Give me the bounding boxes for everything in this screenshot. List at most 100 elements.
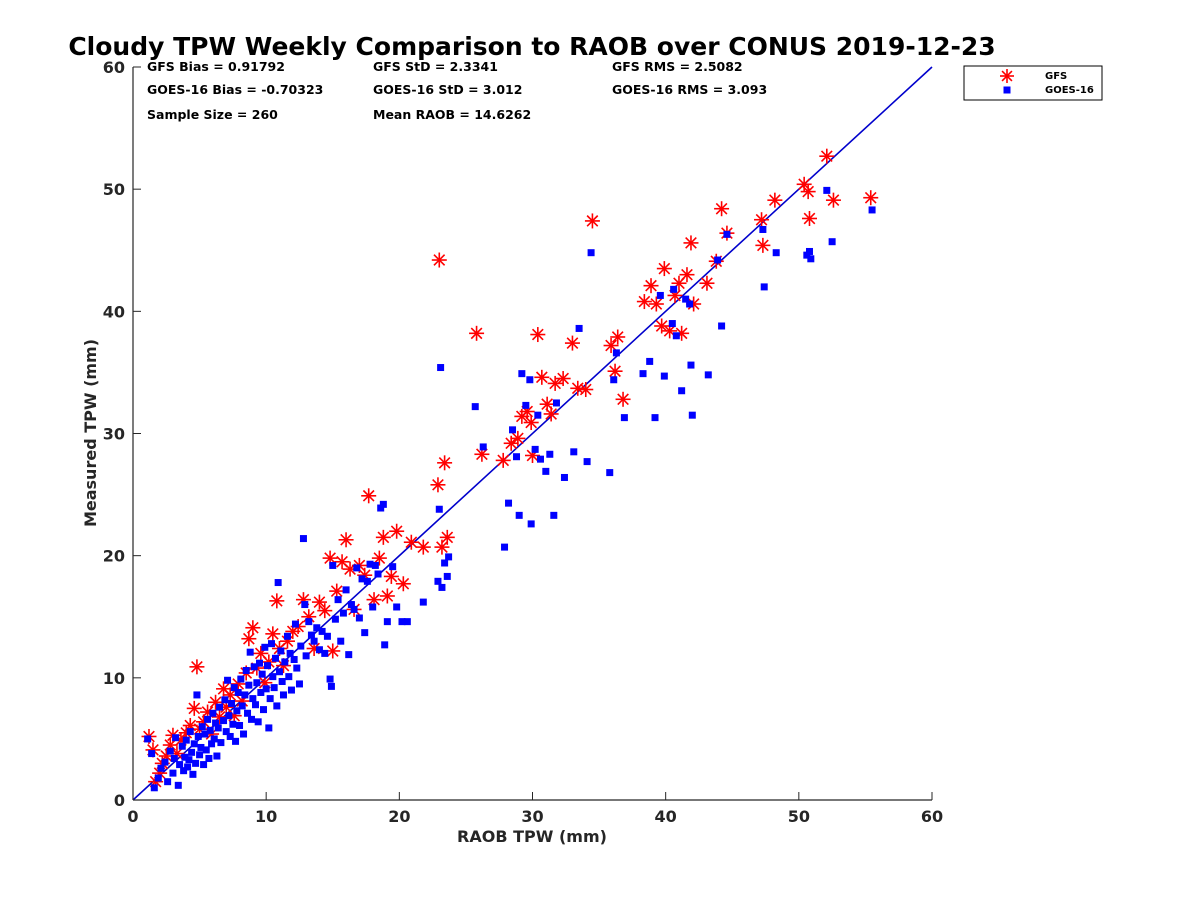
goes16-point [587, 249, 595, 257]
gfs-point [383, 568, 399, 584]
goes16-point [270, 684, 278, 692]
gfs-point [643, 278, 659, 294]
gfs-point [699, 275, 715, 291]
gfs-point [379, 588, 395, 604]
goes16-point [267, 640, 275, 648]
y-tick-label: 40 [103, 302, 125, 321]
gfs-point [265, 626, 281, 642]
goes16-point [805, 247, 813, 255]
goes16-point [682, 295, 690, 303]
goes16-point [441, 559, 449, 567]
goes16-point [318, 627, 326, 635]
goes16-point [339, 609, 347, 617]
goes16-point [297, 642, 305, 650]
reference-line-group [132, 66, 933, 801]
goes16-point [206, 726, 214, 734]
legend-gfs-asterisk [1000, 69, 1014, 83]
goes16-point [164, 778, 172, 786]
gfs-point [437, 455, 453, 471]
gfs-point [603, 338, 619, 354]
goes16-point [759, 225, 767, 233]
goes16-point [220, 717, 228, 725]
stat-goes-bias: GOES-16 Bias = -0.70323 [147, 82, 323, 97]
goes16-point [172, 734, 180, 742]
goes16-point [236, 721, 244, 729]
goes16-point [723, 230, 731, 238]
goes16-point [670, 285, 678, 293]
gfs-point [403, 534, 419, 550]
goes16-point [760, 283, 768, 291]
goes16-point [273, 702, 281, 710]
goes16-point [305, 618, 313, 626]
goes16-point [501, 543, 509, 551]
goes16-point [237, 675, 245, 683]
goes16-point [178, 742, 186, 750]
goes16-point [315, 646, 323, 654]
goes16-point [245, 681, 253, 689]
goes16-point [355, 614, 363, 622]
goes16-point [612, 349, 620, 357]
goes16-point [366, 560, 374, 568]
goes16-point [241, 691, 249, 699]
goes16-point [437, 364, 445, 372]
gfs-point [570, 380, 586, 396]
goes16-point [398, 618, 406, 626]
goes16-point [337, 637, 345, 645]
goes16-point [166, 747, 174, 755]
goes16-point [204, 715, 212, 723]
goes16-point [293, 664, 301, 672]
goes16-point [714, 256, 722, 264]
goes16-point [301, 601, 309, 609]
goes16-point [299, 535, 307, 543]
goes16-point [208, 740, 216, 748]
x-tick-label: 0 [127, 807, 138, 826]
goes16-point [369, 603, 377, 611]
goes16-point [471, 403, 479, 411]
goes16-point [379, 500, 387, 508]
goes16-point [331, 615, 339, 623]
goes16-point [246, 648, 254, 656]
goes16-series [144, 186, 876, 792]
y-tick-label: 10 [103, 669, 125, 688]
goes16-point [275, 668, 283, 676]
y-tick-label: 60 [103, 58, 125, 77]
stat-goes-std: GOES-16 StD = 3.012 [373, 82, 522, 97]
gfs-point [322, 550, 338, 566]
goes16-point [224, 676, 232, 684]
gfs-point [547, 375, 563, 391]
y-tick-label: 50 [103, 180, 125, 199]
stat-gfs-rms: GFS RMS = 2.5082 [612, 59, 743, 74]
goes16-point [329, 561, 337, 569]
goes16-point [358, 575, 366, 583]
y-axis-label: Measured TPW (mm) [81, 339, 100, 527]
goes16-point [290, 656, 298, 664]
goes16-point [253, 679, 261, 687]
statistics-annotations: GFS Bias = 0.91792 GFS StD = 2.3341 GFS … [147, 59, 767, 122]
goes16-point [610, 376, 618, 384]
goes16-point [232, 737, 240, 745]
gfs-point [648, 296, 664, 312]
goes16-point [646, 357, 654, 365]
goes16-point [704, 371, 712, 379]
goes16-point [234, 688, 242, 696]
gfs-point [241, 631, 257, 647]
goes16-point [361, 629, 369, 637]
goes16-point [242, 667, 250, 675]
goes16-point [170, 754, 178, 762]
gfs-point [395, 576, 411, 592]
goes16-point [189, 770, 197, 778]
goes16-point [197, 743, 205, 751]
goes16-point [342, 586, 350, 594]
goes16-point [188, 748, 196, 756]
goes16-point [201, 730, 209, 738]
goes16-point [552, 399, 560, 407]
goes16-point [249, 695, 257, 703]
gfs-point [375, 529, 391, 545]
goes16-point [182, 736, 190, 744]
goes16-point [321, 649, 329, 657]
goes16-point [546, 450, 554, 458]
goes16-point [261, 643, 269, 651]
goes16-point [678, 387, 686, 395]
goes16-point [269, 673, 277, 681]
goes16-point [212, 719, 220, 727]
